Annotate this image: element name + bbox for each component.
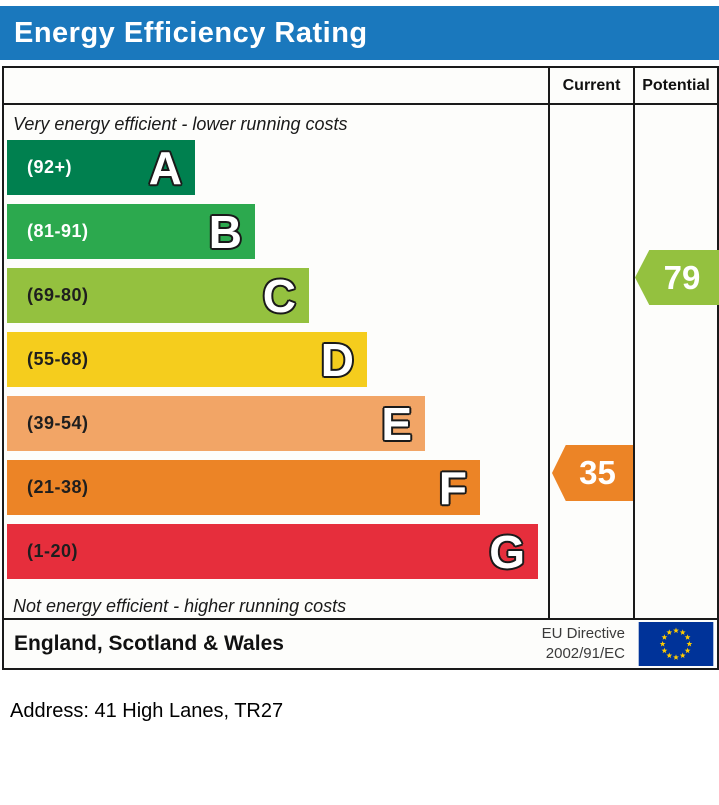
page-title: Energy Efficiency Rating [14,16,368,49]
table-footer-row: England, Scotland & Wales EU Directive 2… [4,620,717,668]
band-f-letter: F [438,461,467,514]
band-c-range-label: (69-80) [27,285,89,305]
eu-flag-icon [638,622,714,666]
band-g-letter: G [489,525,525,578]
band-e-letter: E [381,397,412,450]
potential-column: 79 [633,105,719,618]
rating-chart-cell: Very energy efficient - lower running co… [4,105,548,618]
band-b-range-label: (81-91) [27,221,89,241]
eu-directive-line1: EU Directive [541,624,625,642]
top-caption: Very energy efficient - lower running co… [13,114,348,134]
band-d-letter: D [320,333,354,386]
bottom-caption: Not energy efficient - higher running co… [13,596,347,616]
table-body-row: Very energy efficient - lower running co… [4,105,719,620]
rating-bands: (92+) A (81-91) B (69-80) C (55-68) D [4,140,548,579]
potential-rating-value: 79 [663,258,701,296]
potential-column-header: Potential [633,68,717,103]
current-rating-value: 35 [579,454,616,491]
potential-rating-arrow: 79 [635,250,719,305]
band-a-letter: A [148,141,182,194]
current-column: 35 [548,105,633,618]
band-row-e: (39-54) E [7,396,425,451]
eu-directive-label: EU Directive 2002/91/EC [542,624,625,665]
region-label: England, Scotland & Wales [14,632,284,655]
band-row-a: (92+) A [7,140,195,195]
band-b-letter: B [208,205,242,258]
epc-table: Current Potential Very energy efficient … [2,66,719,670]
band-a-range-label: (92+) [27,157,73,177]
band-row-c: (69-80) C [7,268,309,323]
band-d-range-label: (55-68) [27,349,89,369]
title-bar: Energy Efficiency Rating [0,6,719,60]
current-rating-arrow: 35 [552,445,633,501]
band-row-f: (21-38) F [7,460,480,515]
current-column-header: Current [548,68,633,103]
table-header-row: Current Potential [4,68,717,105]
eu-directive-line2: 2002/91/EC [545,645,625,662]
address-line: Address: 41 High Lanes, TR27 [10,700,284,722]
band-f-range-label: (21-38) [27,477,89,497]
band-row-g: (1-20) G [7,524,538,579]
band-row-b: (81-91) B [7,204,255,259]
band-e-range-label: (39-54) [27,413,89,433]
band-g-range-label: (1-20) [27,541,79,561]
band-c-letter: C [262,269,296,322]
band-row-d: (55-68) D [7,332,367,387]
header-spacer-cell [4,68,548,103]
